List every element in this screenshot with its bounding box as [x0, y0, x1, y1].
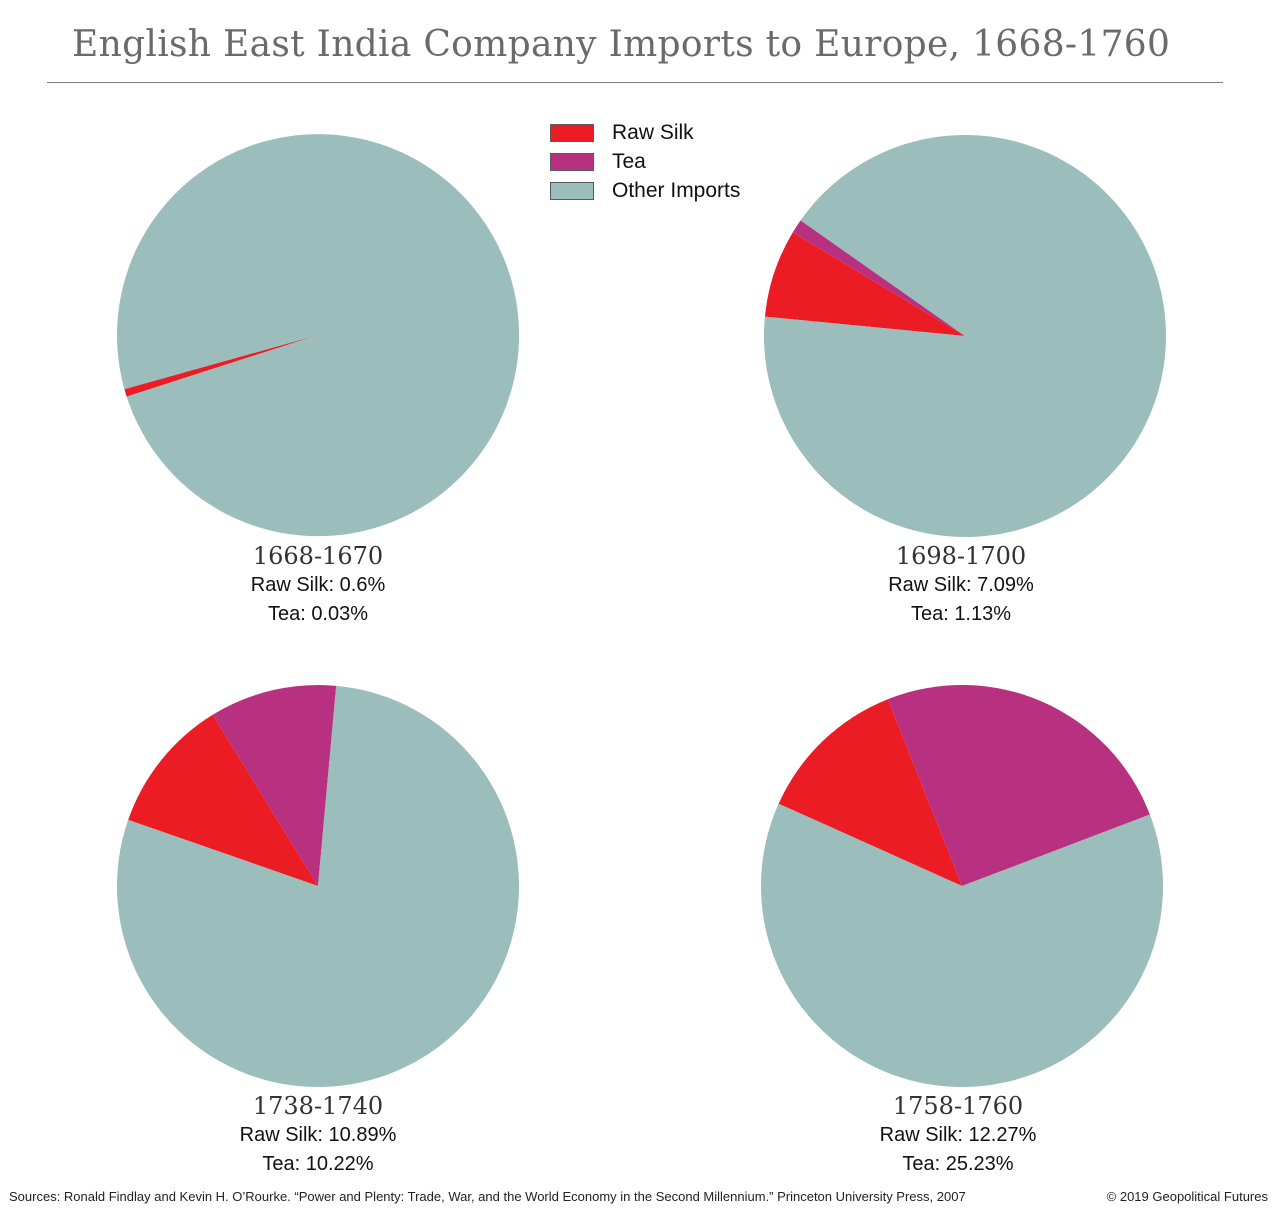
raw-silk-stat: Raw Silk: 0.6% [250, 574, 386, 596]
pie-slice-raw-silk [764, 232, 965, 336]
raw-silk-stat: Raw Silk: 7.09% [888, 574, 1034, 596]
pie-slice-tea [887, 684, 1150, 886]
legend-label: Other Imports [612, 178, 741, 202]
legend-swatch-raw-silk [550, 123, 594, 142]
legend: Raw Silk Tea Other Imports [550, 118, 740, 205]
pie-slice-other-imports [761, 803, 1164, 1087]
copyright: © 2019 Geopolitical Futures [1106, 1189, 1268, 1204]
legend-swatch-other-imports [550, 181, 594, 200]
pie-1 [117, 134, 520, 537]
source-note: Sources: Ronald Findlay and Kevin H. O’R… [9, 1189, 966, 1204]
period-label: 1668-1670 [252, 542, 384, 570]
pie-slice-tea [792, 220, 965, 336]
chart-title: English East India Company Imports to Eu… [72, 24, 1171, 65]
pie-slice-other-imports [116, 685, 519, 1088]
tea-stat: Tea: 1.13% [910, 603, 1012, 625]
legend-item-tea: Tea [550, 147, 740, 176]
legend-label: Tea [612, 149, 646, 173]
pie-slice-raw-silk [128, 714, 318, 886]
legend-swatch-tea [550, 152, 594, 171]
raw-silk-stat: Raw Silk: 12.27% [879, 1124, 1037, 1146]
legend-item-other-imports: Other Imports [550, 176, 740, 205]
period-label: 1758-1760 [892, 1092, 1024, 1120]
pie-slice-tea [212, 685, 337, 886]
pie-slice-other-imports [763, 135, 1166, 538]
pie-4 [761, 684, 1164, 1087]
period-label: 1698-1700 [895, 542, 1027, 570]
pie-slice-raw-silk [124, 335, 318, 397]
pie-label-1: 1668-1670 Raw Silk: 0.6% Tea: 0.03% [168, 541, 468, 629]
pie-label-3: 1738-1740 Raw Silk: 10.89% Tea: 10.22% [168, 1091, 468, 1179]
tea-stat: Tea: 10.22% [262, 1153, 374, 1175]
tea-stat: Tea: 25.23% [902, 1153, 1014, 1175]
legend-item-raw-silk: Raw Silk [550, 118, 740, 147]
pie-2 [763, 135, 1166, 538]
title-divider [47, 82, 1223, 83]
pie-slice-raw-silk [778, 699, 962, 886]
legend-label: Raw Silk [612, 120, 694, 144]
tea-stat: Tea: 0.03% [267, 603, 369, 625]
pie-3 [116, 685, 519, 1088]
pie-label-4: 1758-1760 Raw Silk: 12.27% Tea: 25.23% [808, 1091, 1108, 1179]
pie-slice-other-imports [117, 134, 520, 537]
pie-slice-tea [124, 335, 318, 390]
period-label: 1738-1740 [252, 1092, 384, 1120]
raw-silk-stat: Raw Silk: 10.89% [239, 1124, 397, 1146]
pie-label-2: 1698-1700 Raw Silk: 7.09% Tea: 1.13% [811, 541, 1111, 629]
